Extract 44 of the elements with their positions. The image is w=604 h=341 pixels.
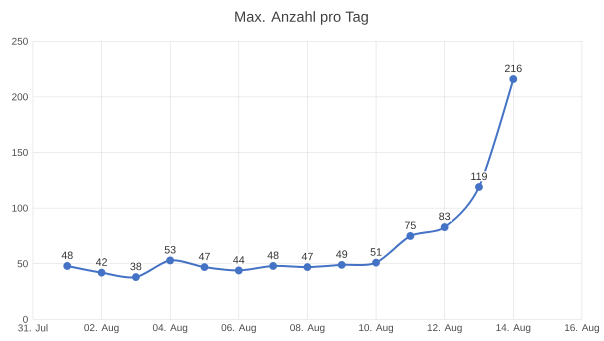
point <box>440 222 449 231</box>
data-label: 48 <box>267 251 279 259</box>
point <box>200 263 208 271</box>
data-label: 49 <box>336 250 348 258</box>
data-label: 47 <box>198 252 210 260</box>
point <box>303 263 312 271</box>
y-tick-label: 200 <box>12 93 28 100</box>
data-label: 119 <box>471 172 487 180</box>
data-label: 42 <box>96 258 107 266</box>
point <box>372 258 380 266</box>
y-tick-label: 50 <box>18 260 28 268</box>
y-tick-label: 0 <box>23 316 28 323</box>
x-tick-label: 31. Jul <box>18 324 48 332</box>
point <box>98 268 106 276</box>
x-tick-label: 12. Aug <box>428 324 462 333</box>
y-tick-label: 250 <box>12 38 28 45</box>
data-label: 216 <box>504 64 522 72</box>
data-label: 47 <box>302 252 313 260</box>
x-tick-label: 02. Aug <box>84 324 119 333</box>
x-tick-label: 14. Aug <box>496 324 530 333</box>
data-label: 38 <box>130 262 142 270</box>
y-tick-label: 100 <box>12 204 28 212</box>
data-label: 75 <box>404 221 416 229</box>
point <box>269 262 278 270</box>
point <box>132 273 140 281</box>
point <box>63 262 72 270</box>
point <box>406 232 414 240</box>
point <box>234 266 243 274</box>
data-label: 83 <box>439 212 450 220</box>
x-tick-label: 06. Aug <box>222 324 256 333</box>
x-tick-label: 04. Aug <box>152 324 188 333</box>
y-tick-label: 150 <box>12 148 28 156</box>
point <box>166 256 174 264</box>
chart-title: Max. Anzahl pro Tag <box>235 10 368 25</box>
x-tick-label: 10. Aug <box>359 324 394 333</box>
data-label: 48 <box>62 251 73 259</box>
data-label: 53 <box>164 246 176 254</box>
point <box>338 260 346 269</box>
point <box>509 74 518 83</box>
data-label: 51 <box>370 248 382 256</box>
data-label: 44 <box>233 256 244 264</box>
x-tick-label: 08. Aug <box>290 324 324 333</box>
point <box>475 182 483 191</box>
x-tick-label: 16. Aug <box>564 324 599 333</box>
